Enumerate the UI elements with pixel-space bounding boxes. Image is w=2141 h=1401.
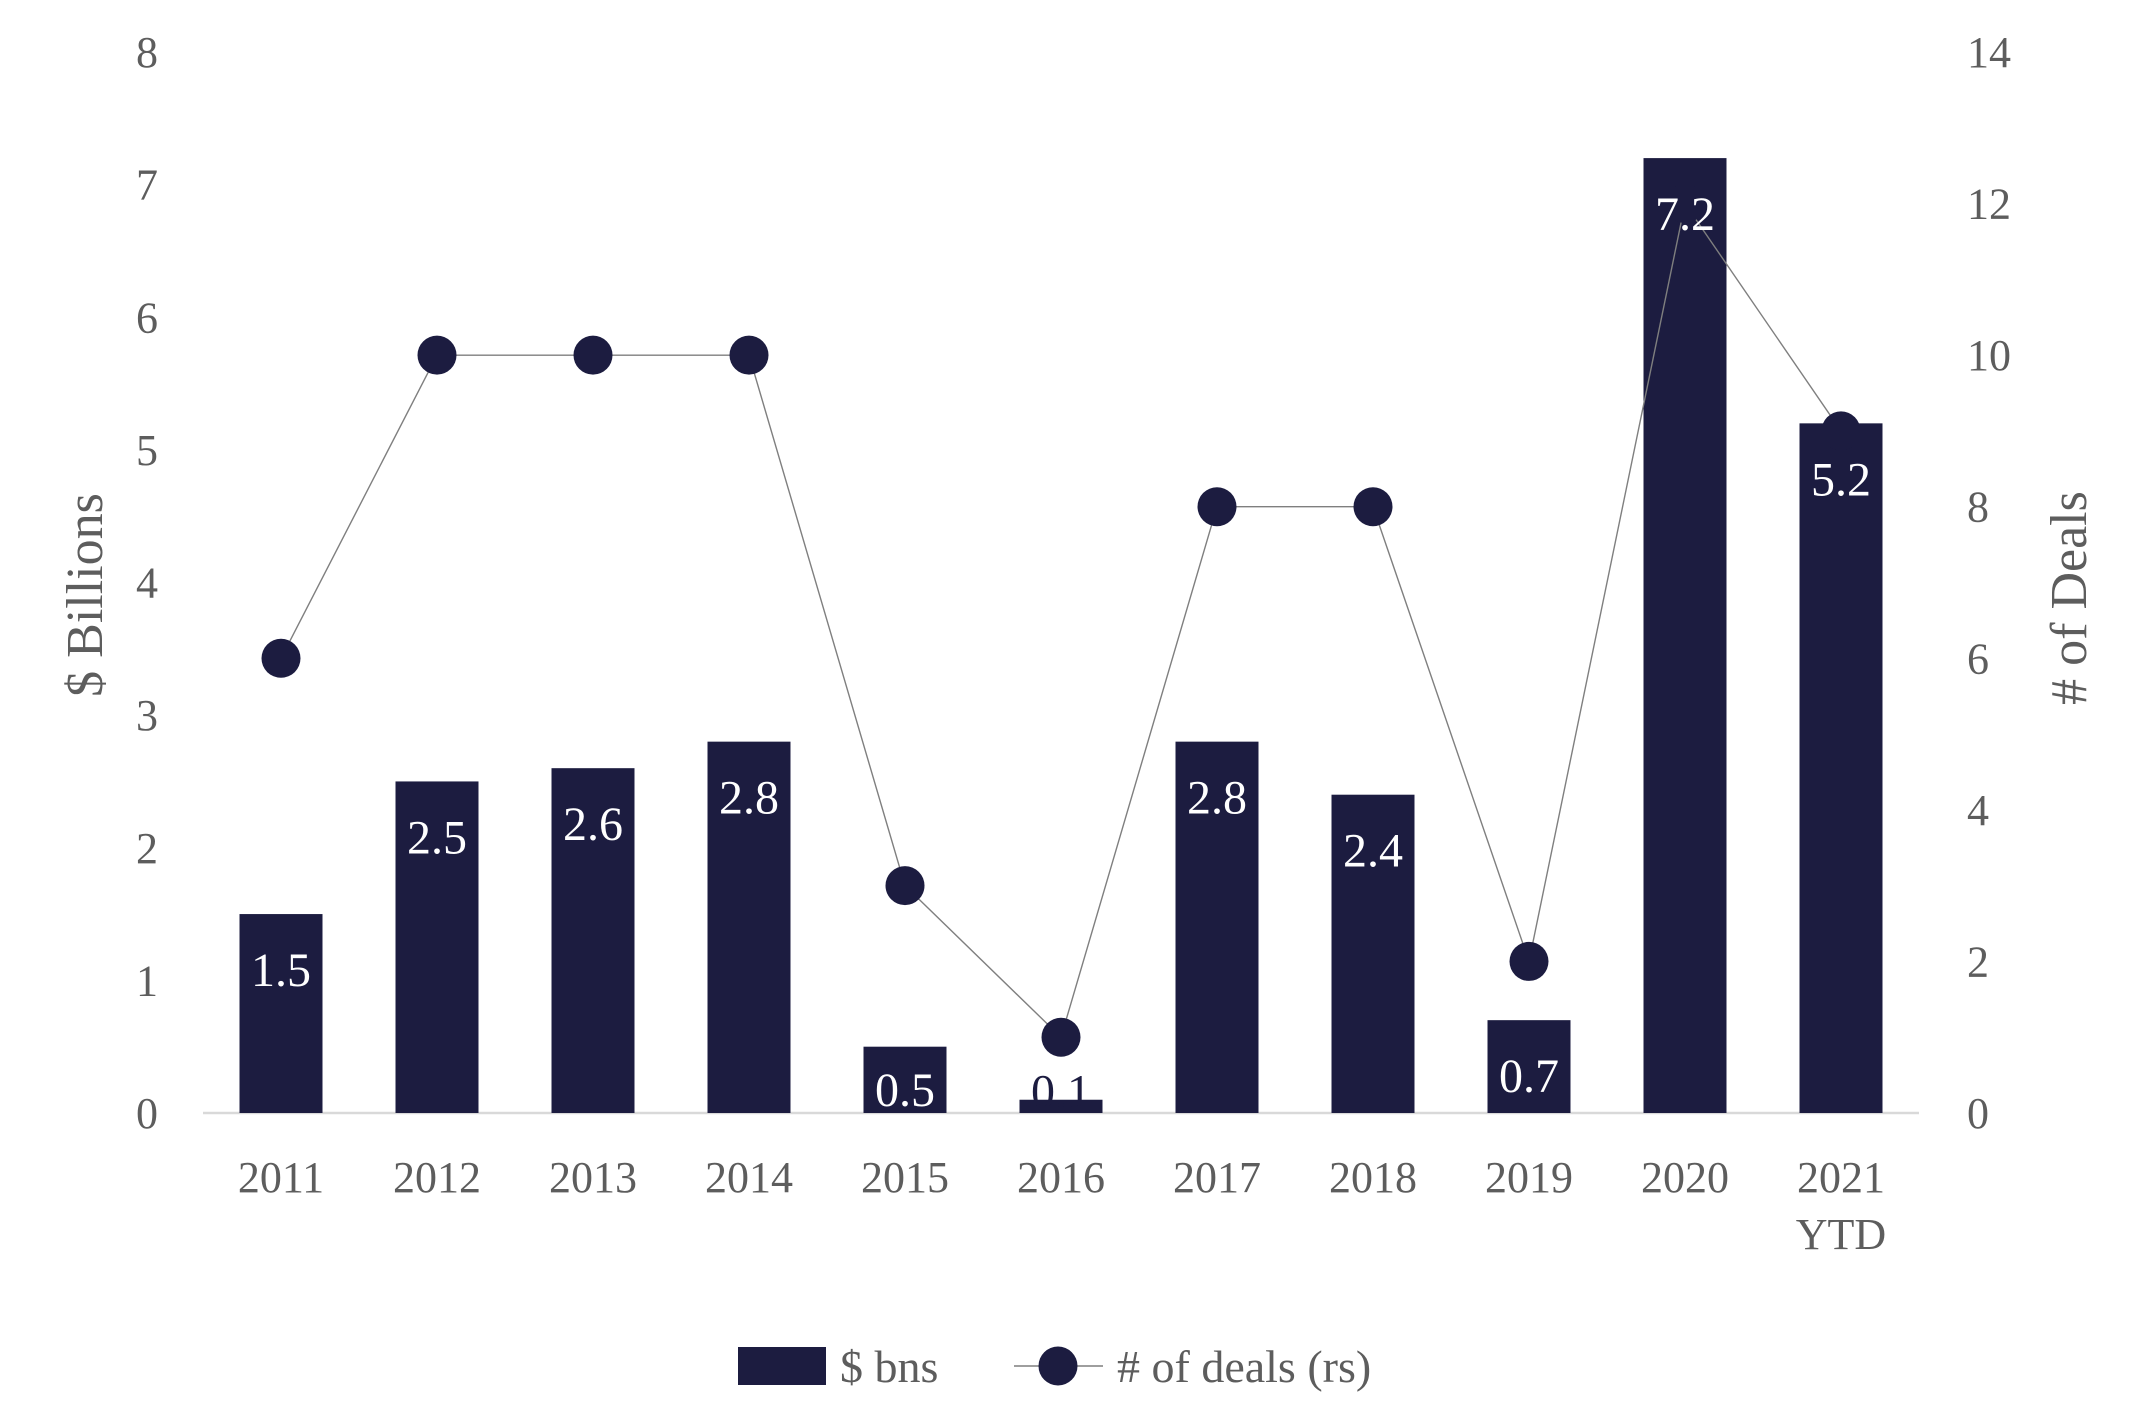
bar-2018 xyxy=(1331,794,1415,1113)
bar-label-2013: 2.6 xyxy=(563,798,623,851)
x-tick-label-2020: 2020 xyxy=(1641,1153,1729,1202)
deals-marker-2012 xyxy=(417,335,457,375)
y-left-tick-label: 6 xyxy=(136,293,158,342)
deals-marker-2018 xyxy=(1353,487,1393,527)
deals-marker-2020 xyxy=(1665,184,1705,224)
x-tick-label-2015: 2015 xyxy=(861,1153,949,1202)
x-tick-label-2017: 2017 xyxy=(1173,1153,1261,1202)
bar-2016 xyxy=(1019,1099,1103,1113)
bar-label-2011: 1.5 xyxy=(251,944,311,997)
legend-dot-icon xyxy=(1038,1346,1078,1386)
y-left-tick-label: 3 xyxy=(136,691,158,740)
x-tick-label-2012: 2012 xyxy=(393,1153,481,1202)
bar-label-2018: 2.4 xyxy=(1343,825,1403,878)
bar-label-2015: 0.5 xyxy=(875,1064,935,1117)
bar-label-2014: 2.8 xyxy=(719,772,779,825)
x-tick-label-2013: 2013 xyxy=(549,1153,637,1202)
x-tick-label-2019: 2019 xyxy=(1485,1153,1573,1202)
y-left-tick-label: 5 xyxy=(136,426,158,475)
bar-2013 xyxy=(551,768,635,1113)
deals-markers xyxy=(261,184,1861,1057)
deals-marker-2017 xyxy=(1197,487,1237,527)
y-right-tick-label: 6 xyxy=(1967,634,1989,683)
bar-2015 xyxy=(863,1046,947,1113)
deals-line xyxy=(280,201,1842,1039)
y-left-tick-label: 4 xyxy=(136,559,158,608)
bar-2021-ytd xyxy=(1799,423,1883,1114)
bar-label-2017: 2.8 xyxy=(1187,772,1247,825)
x-axis-labels: 2011 2012 2013 2014 2015 2016 2017 2018 2019 2020… xyxy=(238,1153,1886,1259)
deals-marker-2014 xyxy=(729,335,769,375)
deals-marker-2021-ytd xyxy=(1821,411,1861,451)
bar-label-2016: 0.1 xyxy=(1031,1066,1091,1119)
bar-series xyxy=(239,158,1883,1114)
legend-label-line: # of deals (rs) xyxy=(1117,1341,1371,1392)
bar-2019 xyxy=(1487,1020,1571,1113)
y-right-tick-label: 4 xyxy=(1967,786,1989,835)
y-left-tick-label: 1 xyxy=(136,956,158,1005)
x-tick-label-2011: 2011 xyxy=(238,1153,324,1202)
bar-label-2021-ytd: 5.2 xyxy=(1811,453,1871,506)
x-tick-label-2021-ytd: YTD xyxy=(1796,1210,1886,1259)
x-tick-label-2016: 2016 xyxy=(1017,1153,1105,1202)
y-right-tick-label: 8 xyxy=(1967,483,1989,532)
deals-marker-2019 xyxy=(1509,941,1549,981)
y-left-tick-label: 0 xyxy=(136,1089,158,1138)
deals-marker-2016 xyxy=(1041,1017,1081,1057)
bar-2014 xyxy=(707,741,791,1113)
y-left-tick-label: 2 xyxy=(136,824,158,873)
x-tick-label-2018: 2018 xyxy=(1329,1153,1417,1202)
legend-label-bars: $ bns xyxy=(840,1341,938,1392)
bar-2011 xyxy=(239,914,323,1113)
y-left-axis-title: $ Billions xyxy=(57,493,114,697)
bar-label-2020: 7.2 xyxy=(1655,188,1715,241)
y-right-tick-label: 12 xyxy=(1967,180,2011,229)
deals-marker-2015 xyxy=(885,866,925,906)
legend: $ bns # of deals (rs) xyxy=(738,1341,1371,1392)
bar-2012 xyxy=(395,781,479,1113)
bar-label-2012: 2.5 xyxy=(407,811,467,864)
legend-bar-swatch xyxy=(738,1347,826,1385)
y-right-tick-label: 0 xyxy=(1967,1089,1989,1138)
bar-label-2019: 0.7 xyxy=(1499,1050,1559,1103)
y-axis-left: 0 1 2 3 4 5 6 7 8 xyxy=(136,28,158,1138)
y-right-tick-label: 14 xyxy=(1967,28,2011,77)
y-right-tick-label: 10 xyxy=(1967,331,2011,380)
bar-2017 xyxy=(1175,741,1259,1113)
bar-data-labels: 1.5 2.5 2.6 2.8 0.5 0.1 2.8 2.4 0.7 7.2 5.2 xyxy=(251,188,1871,1119)
y-right-tick-label: 2 xyxy=(1967,937,1989,986)
deals-marker-2013 xyxy=(573,335,613,375)
y-axis-right: 0 2 4 6 8 10 12 14 xyxy=(1967,28,2011,1138)
bar-2020 xyxy=(1643,158,1727,1114)
y-left-tick-label: 7 xyxy=(136,161,158,210)
x-tick-label-2014: 2014 xyxy=(705,1153,793,1202)
y-right-axis-title: # of Deals xyxy=(2041,491,2098,705)
x-tick-label-2021-ytd: 2021 xyxy=(1797,1153,1885,1202)
deals-marker-2011 xyxy=(261,638,301,678)
y-left-tick-label: 8 xyxy=(136,28,158,77)
